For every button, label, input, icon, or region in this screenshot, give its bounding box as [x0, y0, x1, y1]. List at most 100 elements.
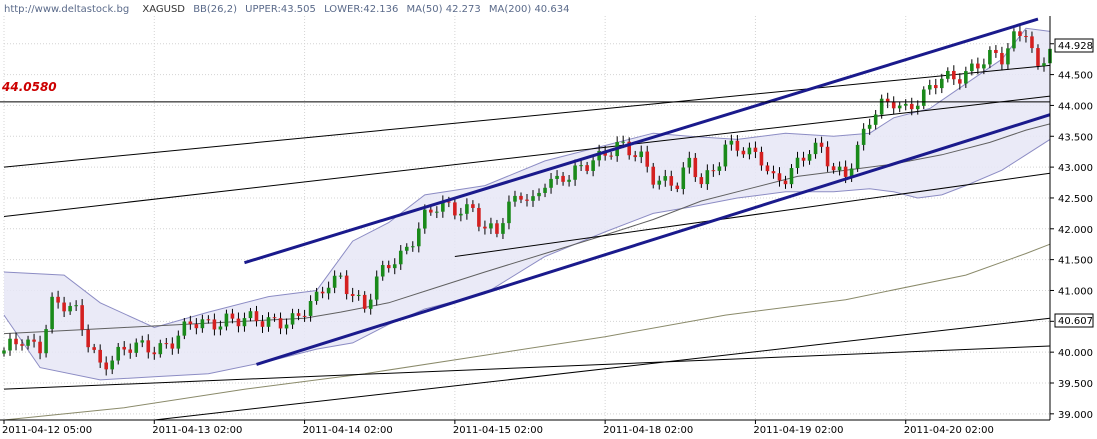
candle-body [831, 166, 836, 171]
candle-body [483, 226, 487, 229]
candle-body [200, 319, 205, 329]
candle-body [964, 71, 968, 84]
candle-body [435, 211, 439, 213]
bb-upper-label: UPPER:43.505 [245, 4, 316, 15]
candle-body [813, 142, 818, 155]
candle-body [819, 142, 824, 147]
candle-body [741, 150, 746, 155]
candle-body [927, 85, 932, 90]
ma50-label: MA(50) 42.273 [407, 4, 481, 15]
candle-body [946, 70, 950, 79]
candle-body [416, 228, 421, 247]
y-tick-label: 41.500 [1058, 256, 1093, 267]
candle-body [837, 166, 842, 171]
candle-body [32, 339, 36, 342]
candle-body [158, 343, 163, 355]
candle-body [681, 167, 686, 190]
trendline [3, 64, 1051, 168]
candle-body [711, 170, 716, 172]
candle-body [471, 204, 475, 208]
candle-body [404, 246, 409, 251]
candle-body [501, 223, 505, 234]
candle-body [921, 89, 926, 106]
candle-body [110, 360, 115, 370]
candle-body [795, 157, 800, 169]
candle-body [320, 291, 325, 294]
candle-body [627, 141, 631, 156]
candle-body [621, 141, 625, 143]
candle-body [1030, 36, 1034, 49]
candle-body [489, 223, 493, 229]
x-tick-label: 2011-04-15 02:00 [453, 425, 543, 435]
bb-lower-label: LOWER:42.136 [324, 4, 398, 15]
candle-body [537, 192, 541, 197]
candle-body [525, 199, 529, 201]
candle-body [44, 329, 48, 354]
candle-body [170, 343, 175, 349]
candle-body [68, 305, 72, 312]
candle-body [639, 151, 644, 158]
candle-body [453, 202, 457, 216]
candle-body [561, 175, 565, 182]
source-url[interactable]: http://www.deltastock.bg [4, 4, 129, 15]
y-tick-label: 43.500 [1058, 132, 1093, 143]
candle-body [314, 291, 319, 302]
candle-body [933, 85, 938, 89]
candle-body [825, 146, 830, 167]
candle-body [687, 157, 692, 168]
candle-body [140, 340, 145, 343]
candle-body [368, 299, 373, 309]
candle-body [513, 195, 517, 202]
y-tick-label: 44.000 [1058, 101, 1093, 112]
candle-body [206, 319, 211, 321]
candle-body [80, 305, 84, 330]
candle-body [657, 180, 662, 185]
trend-channel [244, 17, 1051, 366]
candle-body [939, 78, 944, 89]
ma200-line [3, 243, 1051, 421]
candle-body [579, 165, 583, 167]
candle-body [98, 349, 102, 363]
candle-body [585, 165, 589, 171]
candle-body [212, 319, 217, 330]
candle-body [994, 49, 998, 53]
candle-body [278, 318, 283, 329]
candle-body [296, 313, 301, 316]
candle-body [272, 317, 277, 319]
candle-body [843, 166, 848, 177]
candle-body [675, 185, 680, 190]
candle-body [591, 160, 595, 171]
candle-body [374, 276, 379, 300]
y-tick-label: 42.500 [1058, 194, 1093, 205]
candle-body [56, 296, 60, 303]
candle-body [633, 155, 638, 158]
x-tick-label: 2011-04-18 02:00 [603, 425, 693, 435]
candle-body [164, 343, 169, 345]
candle-body [429, 209, 433, 213]
candle-body [573, 165, 577, 180]
candle-body [248, 311, 253, 319]
ma200-price-tag: 40.607 [1054, 313, 1094, 328]
candle-body [988, 49, 992, 65]
candle-body [86, 329, 90, 348]
y-tick-label: 42.000 [1058, 225, 1093, 236]
candle-body [729, 140, 734, 145]
candle-body [645, 151, 650, 167]
candle-body [783, 180, 788, 185]
candle-body [1042, 63, 1046, 66]
candle-body [952, 70, 956, 80]
y-tick-label: 40.000 [1058, 348, 1093, 359]
candle-body [867, 124, 872, 129]
candle-body [14, 338, 18, 345]
candle-body [38, 341, 42, 354]
candle-body [326, 287, 331, 294]
last-price-tag: 44.928 [1054, 38, 1094, 53]
candle-body [242, 318, 247, 327]
candle-body [735, 140, 740, 151]
y-tick-label: 39.500 [1058, 379, 1093, 390]
candle-body [410, 246, 415, 248]
bollinger-lower [3, 138, 1051, 381]
candle-body [104, 362, 108, 370]
candle-body [771, 171, 776, 174]
